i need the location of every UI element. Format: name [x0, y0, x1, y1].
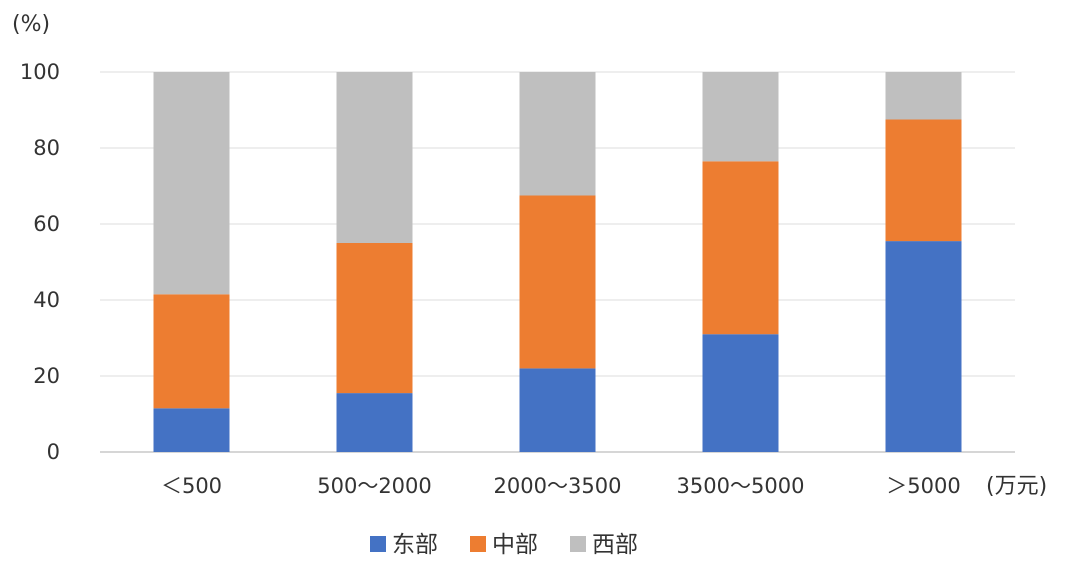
bar-segment [702, 334, 779, 452]
legend-swatch [470, 536, 486, 552]
bar-segment [702, 72, 779, 162]
bar-segment [153, 294, 230, 409]
y-axis-ticks: 0 20 40 60 80 100 [20, 60, 60, 464]
bar-segment [336, 243, 413, 394]
bars [153, 72, 962, 452]
x-tick-label: 3500～5000 [677, 474, 805, 498]
bar-segment [336, 72, 413, 243]
bar-segment [336, 393, 413, 452]
legend-label: 东部 [392, 532, 438, 558]
bar-segment [153, 72, 230, 295]
y-tick-label: 40 [33, 288, 60, 312]
bar-segment [519, 368, 596, 452]
y-tick-label: 20 [33, 364, 60, 388]
x-tick-label: ＜500 [161, 474, 222, 498]
bar-segment [702, 161, 779, 335]
bar-segment [153, 408, 230, 452]
y-tick-label: 60 [33, 212, 60, 236]
legend-swatch [370, 536, 386, 552]
legend-label: 中部 [492, 532, 538, 558]
legend: 东部 中部 西部 [370, 532, 638, 558]
y-tick-label: 80 [33, 136, 60, 160]
x-tick-label: 500～2000 [317, 474, 432, 498]
legend-label: 西部 [592, 532, 638, 558]
bar-segment [885, 119, 962, 242]
legend-swatch [570, 536, 586, 552]
bar-segment [519, 195, 596, 369]
bar-segment [885, 72, 962, 120]
x-tick-label: 2000～3500 [494, 474, 622, 498]
x-axis-ticks: ＜500 500～2000 2000～3500 3500～5000 ＞5000 [161, 474, 961, 498]
y-tick-label: 100 [20, 60, 60, 84]
x-tick-label: ＞5000 [886, 474, 960, 498]
y-tick-label: 0 [47, 440, 60, 464]
y-axis-unit-label: (%) [12, 12, 50, 37]
bar-segment [519, 72, 596, 196]
bar-segment [885, 241, 962, 452]
x-axis-unit-label: (万元) [986, 474, 1047, 499]
